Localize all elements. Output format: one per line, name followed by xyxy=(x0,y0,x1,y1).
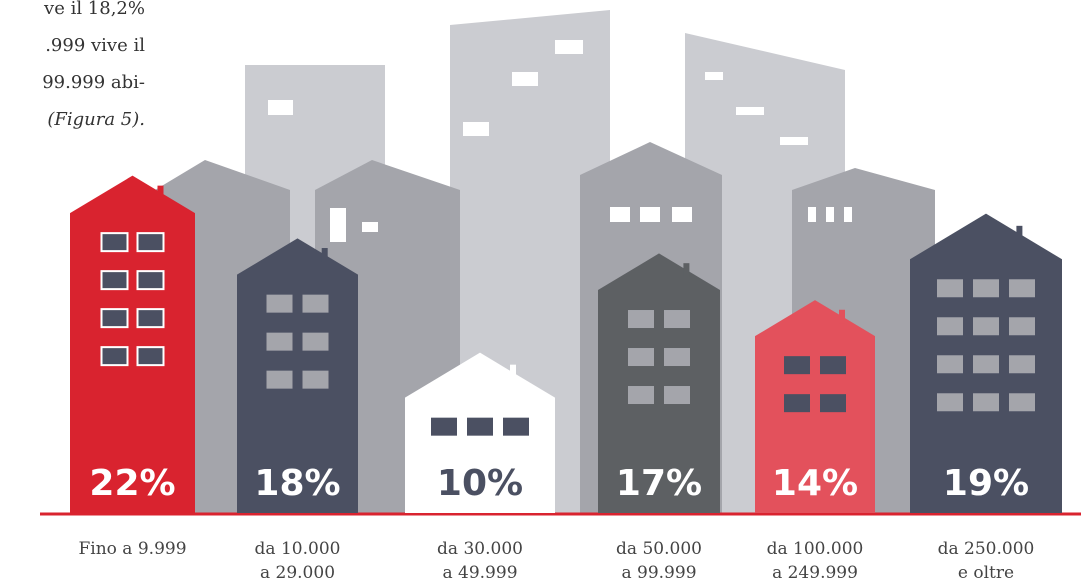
window xyxy=(138,233,164,251)
window xyxy=(102,347,128,365)
text-fragment: ve il 18,2% xyxy=(43,0,145,19)
value-label: 18% xyxy=(254,463,340,504)
window xyxy=(973,393,999,411)
x-tick-label: a 249.999 xyxy=(772,563,858,583)
window xyxy=(303,333,329,351)
window xyxy=(303,295,329,313)
infographic: ve il 18,2% .999 vive il 99.999 abi- (Figur… xyxy=(0,0,1081,585)
window xyxy=(1009,355,1035,373)
window xyxy=(628,310,654,328)
chimney xyxy=(839,310,845,324)
window xyxy=(820,394,846,412)
window xyxy=(937,317,963,335)
chimney xyxy=(683,263,689,277)
text-fragment: (Figura 5). xyxy=(47,109,145,130)
window xyxy=(431,418,457,436)
x-tick-label: da 100.000 xyxy=(767,539,864,559)
x-tick-label: a 29.000 xyxy=(260,563,335,583)
window xyxy=(784,356,810,374)
window xyxy=(664,310,690,328)
window xyxy=(267,295,293,313)
x-tick-label: da 50.000 xyxy=(616,539,702,559)
x-tick-label: da 250.000 xyxy=(938,539,1035,559)
window xyxy=(628,386,654,404)
value-label: 10% xyxy=(437,463,523,504)
value-label: 17% xyxy=(616,463,702,504)
chimney xyxy=(322,248,328,262)
window xyxy=(937,279,963,297)
text-fragment: 99.999 abi- xyxy=(42,72,145,93)
window xyxy=(138,271,164,289)
x-tick-label: e oltre xyxy=(958,563,1014,583)
x-tick-label: da 10.000 xyxy=(255,539,341,559)
window xyxy=(267,333,293,351)
house: 14% xyxy=(755,300,875,513)
window xyxy=(664,348,690,366)
chimney xyxy=(1016,226,1022,240)
window xyxy=(102,233,128,251)
text-fragment: .999 vive il xyxy=(45,35,145,56)
window xyxy=(937,355,963,373)
window xyxy=(820,356,846,374)
window xyxy=(1009,279,1035,297)
window xyxy=(503,418,529,436)
x-tick-label: Fino a 9.999 xyxy=(78,539,186,559)
house: 19% xyxy=(910,214,1062,513)
chimney xyxy=(510,365,516,379)
x-tick-label: a 99.999 xyxy=(621,563,696,583)
window xyxy=(102,271,128,289)
house: 18% xyxy=(237,238,358,513)
x-tick-label: a 49.999 xyxy=(442,563,517,583)
x-tick-label: da 30.000 xyxy=(437,539,523,559)
value-label: 19% xyxy=(943,463,1029,504)
window xyxy=(784,394,810,412)
window xyxy=(664,386,690,404)
value-label: 22% xyxy=(89,463,175,504)
window xyxy=(937,393,963,411)
house: 17% xyxy=(598,253,720,513)
window xyxy=(267,371,293,389)
chimney xyxy=(158,186,164,200)
house: 22% xyxy=(70,176,195,513)
window xyxy=(303,371,329,389)
window xyxy=(973,317,999,335)
window xyxy=(138,309,164,327)
window xyxy=(973,279,999,297)
window xyxy=(1009,317,1035,335)
window xyxy=(1009,393,1035,411)
window xyxy=(467,418,493,436)
window xyxy=(102,309,128,327)
window xyxy=(628,348,654,366)
value-label: 14% xyxy=(772,463,858,504)
window xyxy=(973,355,999,373)
window xyxy=(138,347,164,365)
